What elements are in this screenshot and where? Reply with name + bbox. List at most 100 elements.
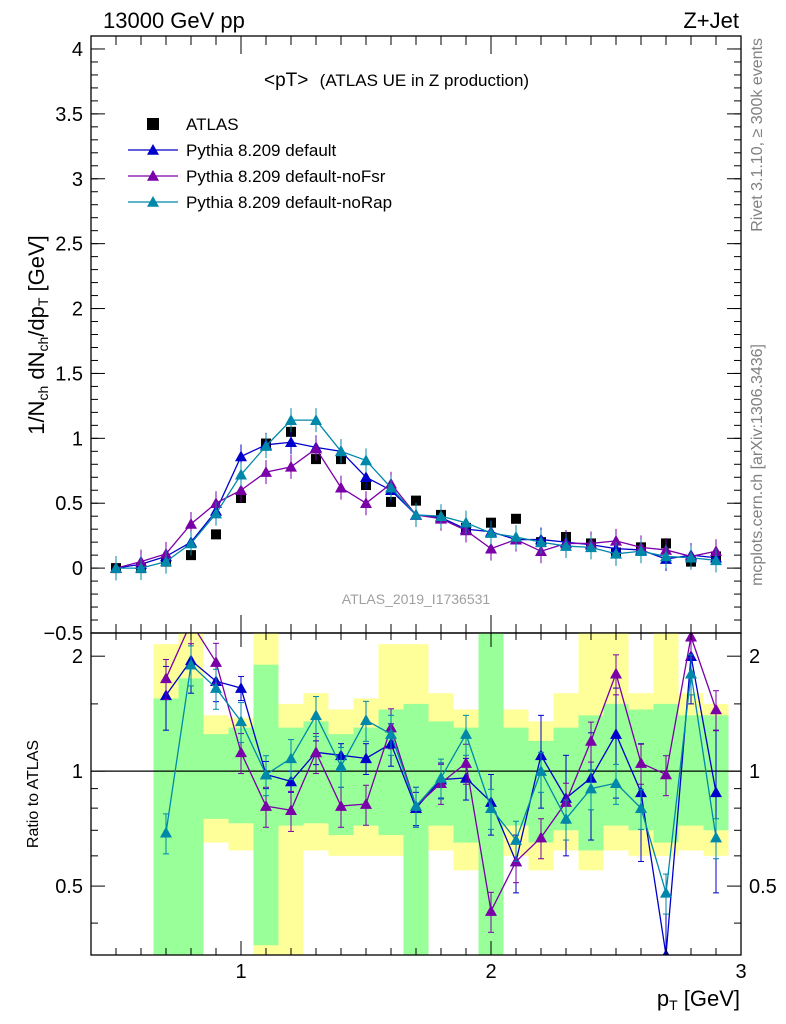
ratio-ytick-label: 2 xyxy=(72,646,83,668)
ratio-series-noFsr xyxy=(160,633,722,933)
ratio-point-noFsr xyxy=(335,800,347,811)
point-default xyxy=(285,436,297,448)
legend-label: Pythia 8.209 default-noFsr xyxy=(186,167,386,186)
ratio-point-noFsr xyxy=(285,804,297,816)
ratio-point-noRap xyxy=(635,802,647,813)
ratio-point-noRap xyxy=(460,728,472,739)
ratio-point-noFsr xyxy=(310,746,322,758)
point-noRap xyxy=(310,414,322,425)
ratio-point-noRap xyxy=(185,658,197,670)
ratio-point-noRap xyxy=(685,667,697,679)
ratio-point-noRap xyxy=(385,728,397,739)
ratio-point-default xyxy=(360,752,372,764)
main-ytick-label: 1 xyxy=(72,428,83,450)
ratio-point-noRap xyxy=(285,752,297,764)
legend-marker xyxy=(147,196,159,207)
ratio-point-default xyxy=(710,786,722,798)
ratio-point-noRap xyxy=(560,812,572,824)
legend-marker xyxy=(147,170,159,181)
ratio-point-default xyxy=(285,775,297,787)
ratio-xtick-label: 2 xyxy=(485,961,496,983)
ratio-ytick-label-right: 1 xyxy=(749,761,760,783)
band-green xyxy=(503,727,529,826)
ratio-xtick-label: 1 xyxy=(235,961,246,983)
point-default xyxy=(235,450,247,462)
rivet-label: Rivet 3.1.10, ≥ 300k events xyxy=(749,38,766,232)
point-noRap xyxy=(510,530,522,542)
point-noRap xyxy=(585,541,597,553)
ratio-point-noRap xyxy=(360,714,372,725)
atlas-point xyxy=(411,495,421,506)
ratio-point-noRap xyxy=(585,782,597,794)
ratio-xtick-label: 3 xyxy=(735,961,746,983)
legend-entry-noFsr: Pythia 8.209 default-noFsr xyxy=(128,167,386,186)
ratio-point-noRap xyxy=(660,886,672,898)
main-title: <pT> (ATLAS UE in Z production) xyxy=(264,70,529,91)
ratio-point-noFsr xyxy=(485,905,497,916)
ratio-point-noFsr xyxy=(585,734,597,746)
point-noRap xyxy=(260,440,272,451)
ratio-point-noRap xyxy=(710,831,722,843)
point-noRap xyxy=(160,555,172,567)
ratio-point-noRap xyxy=(610,777,622,788)
ratio-point-noFsr xyxy=(160,672,172,684)
point-noRap xyxy=(685,551,697,563)
main-title-text: <pT> xyxy=(264,70,308,91)
ratio-point-noFsr xyxy=(360,798,372,809)
point-noRap xyxy=(210,507,222,519)
ratio-point-noRap xyxy=(260,768,272,780)
point-noRap xyxy=(535,536,547,547)
mcplots-label: mcplots.cern.ch [arXiv:1306.3436] xyxy=(749,344,766,586)
point-noRap xyxy=(335,445,347,457)
header-right: Z+Jet xyxy=(683,8,739,33)
legend-marker xyxy=(147,144,159,155)
ratio-xlabel: pT [GeV] xyxy=(657,986,740,1013)
ratio-point-noFsr xyxy=(260,800,272,811)
ratio-point-noRap xyxy=(335,760,347,772)
point-noRap xyxy=(610,547,622,559)
ratio-point-default xyxy=(235,682,247,693)
legend-marker xyxy=(147,118,159,130)
main-ytick-label: 2 xyxy=(72,299,83,321)
main-ytick-label: 3.5 xyxy=(55,104,83,126)
point-noRap xyxy=(185,537,197,549)
ratio-ytick-label: 0.5 xyxy=(55,876,83,898)
ratio-ylabel: Ratio to ATLAS xyxy=(25,740,42,848)
main-ytick-label: 3 xyxy=(72,169,83,191)
point-noRap xyxy=(635,545,647,557)
ratio-point-noRap xyxy=(485,802,497,813)
ratio-ytick-label-right: 2 xyxy=(749,646,760,668)
point-noRap xyxy=(460,516,472,528)
ratio-point-noRap xyxy=(210,682,222,693)
main-ytick-label: 2.5 xyxy=(55,234,83,256)
ratio-point-noRap xyxy=(435,771,447,783)
ratio-point-noRap xyxy=(535,765,547,776)
main-ytick-label: 4 xyxy=(72,39,83,61)
analysis-tag: ATLAS_2019_I1736531 xyxy=(342,591,491,607)
main-panel: −0.5 0 0.5 1 1.5 2 2.5 3 3.5 4 <pT> (ATLAS UE in … xyxy=(24,35,742,645)
atlas-point xyxy=(211,529,221,540)
point-noRap xyxy=(710,554,722,566)
ratio-ytick-label: 1 xyxy=(72,761,83,783)
main-ytick-label: 0 xyxy=(72,558,83,580)
point-noRap xyxy=(485,527,497,538)
main-subtitle-text: (ATLAS UE in Z production) xyxy=(320,71,529,90)
legend-entry-default: Pythia 8.209 default xyxy=(128,141,337,160)
point-noFsr xyxy=(335,481,347,493)
ratio-ytick-label-right: 0.5 xyxy=(749,876,777,898)
series-data xyxy=(111,426,721,574)
legend-entry-data: ATLAS xyxy=(147,115,239,134)
point-noFsr xyxy=(610,534,622,546)
main-ytick-label: 0.5 xyxy=(55,493,83,515)
atlas-point xyxy=(511,513,521,524)
header-left: 13000 GeV pp xyxy=(103,8,245,33)
point-noRap xyxy=(385,481,397,493)
band-green xyxy=(203,734,229,819)
ratio-point-noRap xyxy=(310,709,322,721)
point-noRap xyxy=(410,508,422,520)
point-noFsr xyxy=(360,497,372,509)
ratio-point-noFsr xyxy=(610,667,622,679)
main-ytick-label: −0.5 xyxy=(44,623,83,645)
point-noFsr xyxy=(285,460,297,472)
